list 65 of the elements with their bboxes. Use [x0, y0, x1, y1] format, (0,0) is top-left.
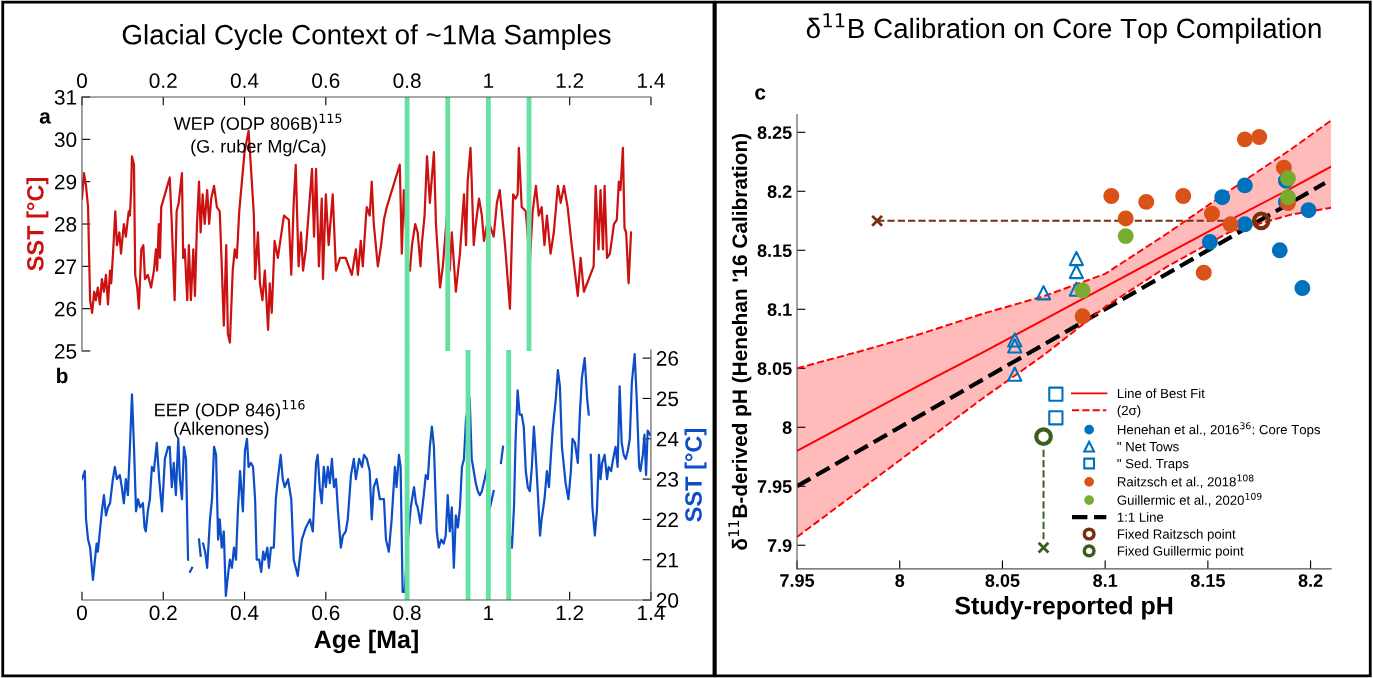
y-tick-label: 23 [656, 472, 679, 487]
y-tick-label: 26 [54, 301, 77, 317]
y-tick-label: 22 [656, 512, 678, 527]
x-tick-label: 0.2 [149, 73, 177, 89]
y-tick-label: 26 [656, 351, 679, 366]
x-tick-label: 0.2 [149, 605, 177, 621]
y-axis-title: δ$^{11}$B-derived pH (Henehan '16 Calibration) [728, 133, 752, 550]
x-tick-label: 1.2 [556, 73, 584, 88]
y-tick-label: 8.05 [757, 362, 792, 375]
y-tick-label: 25 [54, 344, 77, 359]
x-tick-label: 0.6 [312, 73, 340, 89]
text: b [57, 367, 68, 384]
legend-label: " Sed. Traps [1117, 458, 1189, 471]
x-axis-title: Study-reported pH [955, 596, 1173, 620]
x-tick-label: 0.4 [230, 605, 259, 621]
y-tick-label: 8 [782, 421, 792, 434]
x-tick-label: 0 [76, 73, 87, 89]
chart-title: Glacial Cycle Context of ~1Ma Samples [122, 24, 611, 51]
legend-label: Raitzsch et al., 2018$^{108}$ [1117, 474, 1254, 489]
chart-title: δ$^{11}$B Calibration on Core Top Compilation [806, 13, 1321, 44]
text: a [39, 112, 51, 124]
y-tick-label: 8.2 [767, 185, 792, 198]
x-tick-label: 1 [484, 605, 494, 620]
y-axis-title: SST [°C] [26, 177, 49, 271]
y-tick-label: 29 [54, 174, 77, 190]
y-tick-label: 7.95 [757, 480, 792, 493]
y-tick-label: 31 [54, 90, 77, 105]
x-axis-title: Age [Ma] [314, 629, 418, 654]
annotation: WEP (ODP 806B)$^{115}$ [173, 113, 342, 134]
x-tick-label: 8.05 [985, 574, 1020, 587]
legend-label: Line of Best Fit [1117, 388, 1205, 399]
legend-label: Fixed Raitzsch point [1117, 529, 1236, 542]
x-tick-label: 8.2 [1298, 574, 1323, 587]
y-tick-label: 7.9 [767, 539, 792, 552]
annotation: (Alkenones) [174, 421, 269, 439]
y-tick-label: 30 [54, 132, 77, 148]
x-tick-label: 0.8 [393, 605, 421, 621]
x-tick-label: 0 [76, 605, 87, 621]
x-tick-label: 8 [895, 574, 905, 587]
x-tick-label: 1.2 [556, 605, 584, 620]
x-tick-label: 8.15 [1190, 574, 1225, 587]
y-tick-label: 8.15 [757, 244, 792, 257]
legend-label: " Net Tows [1117, 442, 1179, 452]
x-tick-label: 1.4 [638, 73, 665, 88]
y-tick-label: 21 [656, 552, 678, 568]
legend-label: Henehan et al., 2016$^{36}$: Core Tops [1117, 422, 1321, 437]
y-tick-label: 24 [656, 431, 679, 447]
y-tick-label: 25 [656, 391, 679, 407]
x-tick-label: 8.1 [1093, 574, 1118, 587]
legend-label: Guillermic et al., 2020$^{109}$ [1117, 492, 1262, 507]
y-tick-label: 28 [54, 217, 77, 232]
legend-label: Fixed Guillermic point [1117, 545, 1244, 559]
y-tick-label: 27 [54, 259, 77, 274]
y-axis-title: SST [°C] [684, 429, 707, 522]
x-tick-label: 1 [484, 73, 494, 88]
text: c [755, 88, 766, 100]
legend-label: 1:1 Line [1117, 512, 1164, 522]
x-tick-label: 0.6 [312, 605, 340, 621]
annotation: EEP (ODP 846)$^{116}$ [155, 399, 305, 420]
y-tick-label: 8.1 [767, 303, 792, 316]
y-tick-label: 8.25 [757, 126, 792, 139]
x-tick-label: 0.4 [230, 73, 259, 89]
legend-label: (2σ) [1117, 405, 1141, 418]
x-tick-label: 0.8 [393, 73, 421, 89]
x-tick-label: 7.95 [780, 574, 815, 587]
